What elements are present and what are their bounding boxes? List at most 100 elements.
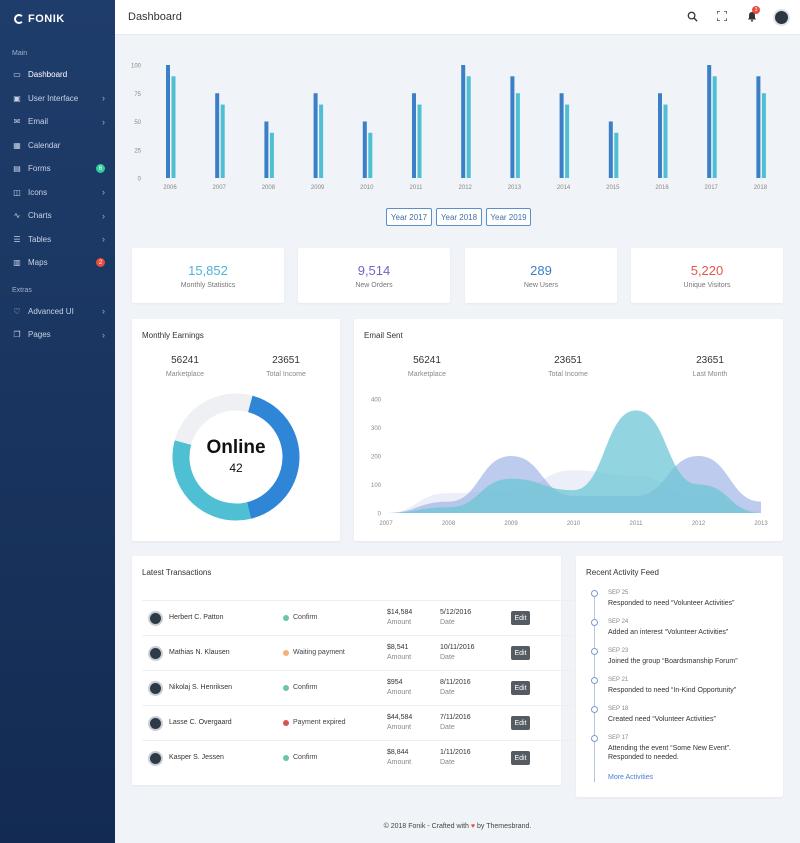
year-button-0[interactable]: Year 2017 bbox=[386, 208, 432, 226]
notification-badge: 3 bbox=[752, 5, 760, 14]
status-dot-icon bbox=[283, 754, 289, 761]
status-text: Confirm bbox=[293, 684, 318, 691]
bar-chart-svg: 0 25 50 75 100 2006 2007 2008 2009 2010 2011 2012 20… bbox=[131, 64, 768, 192]
bar-2015-s0 bbox=[608, 121, 613, 178]
area-y-tick: 0 bbox=[378, 512, 382, 518]
chevron-right-icon: › bbox=[102, 187, 105, 198]
status-badge: Waiting payment bbox=[283, 649, 345, 656]
avatar bbox=[148, 716, 163, 731]
bar-2010-s0 bbox=[362, 121, 367, 178]
donut-chart bbox=[172, 393, 300, 521]
area-y-tick: 100 bbox=[371, 483, 382, 489]
area-y-tick: 400 bbox=[371, 398, 382, 404]
search-icon[interactable] bbox=[677, 11, 707, 25]
area-chart: 0 100 200 300 400 2007 2008 2009 2010 2011 2012 201… bbox=[371, 398, 768, 528]
area-x-tick: 2008 bbox=[442, 521, 456, 527]
bar-2009-s0 bbox=[313, 93, 318, 178]
list-item: SEP 18 Created need “Volunteer Activities… bbox=[608, 705, 768, 724]
status-text: Confirm bbox=[293, 754, 318, 761]
user-avatar[interactable] bbox=[773, 9, 790, 26]
amount-value: $954 bbox=[387, 679, 403, 686]
sidebar: FONIK Main ▭ Dashboard ▣ User Interface › ✉ Em… bbox=[0, 0, 115, 843]
email-sent-card: Email Sent 56241 Marketplace 23651 Total… bbox=[354, 319, 783, 541]
fullscreen-icon[interactable] bbox=[707, 10, 737, 24]
edit-button[interactable]: Edit bbox=[511, 681, 530, 695]
sidebar-item-dashboard[interactable]: ▭ Dashboard bbox=[0, 63, 115, 87]
sidebar-item-tables[interactable]: ☰ Tables › bbox=[0, 228, 115, 252]
date-label: Date bbox=[440, 689, 455, 696]
sidebar-item-advanced-ui[interactable]: ♡ Advanced UI › bbox=[0, 300, 115, 324]
activity-text: Responded to need “In-Kind Opportunity” bbox=[608, 686, 737, 694]
document-icon: ▤ bbox=[13, 164, 21, 174]
sidebar-item-label: Advanced UI bbox=[28, 306, 74, 316]
map-icon: ▥ bbox=[13, 258, 21, 268]
bar-2010-s1 bbox=[368, 132, 373, 178]
edit-button[interactable]: Edit bbox=[511, 611, 530, 625]
stat-label: Unique Visitors bbox=[683, 282, 731, 289]
bar-y-tick: 50 bbox=[134, 120, 141, 126]
amount-label: Amount bbox=[387, 689, 412, 696]
heart-icon: ♥ bbox=[470, 823, 476, 830]
sidebar-item-icons[interactable]: ◫ Icons › bbox=[0, 181, 115, 205]
email-lastmonth-label: Last Month bbox=[692, 371, 728, 378]
sidebar-item-label: Charts bbox=[28, 211, 52, 221]
timeline-dot-icon bbox=[591, 706, 598, 713]
monthly-earnings-title: Monthly Earnings bbox=[142, 331, 204, 340]
sidebar-item-forms[interactable]: ▤ Forms 6 bbox=[0, 157, 115, 181]
sidebar-item-charts[interactable]: ∿ Charts › bbox=[0, 204, 115, 228]
year-button-1[interactable]: Year 2018 bbox=[436, 208, 482, 226]
stat-card: 15,852 Monthly Statistics bbox=[132, 248, 284, 303]
page-title: Dashboard bbox=[128, 11, 182, 23]
date-label: Date bbox=[440, 759, 455, 766]
table-row: Herbert C. Patton Confirm $14,584 Amount 5/1… bbox=[142, 600, 684, 635]
year-button-2[interactable]: Year 2019 bbox=[486, 208, 531, 226]
bar-2018-s1 bbox=[761, 93, 766, 178]
amount-label: Amount bbox=[387, 724, 412, 731]
edit-button[interactable]: Edit bbox=[511, 751, 530, 765]
status-badge: Confirm bbox=[283, 684, 318, 691]
edit-button[interactable]: Edit bbox=[511, 646, 530, 660]
income-label: Total Income bbox=[266, 371, 306, 378]
footer-text-pre: © 2018 Fonik - Crafted with bbox=[383, 823, 469, 830]
activity-date: SEP 25 bbox=[608, 590, 629, 596]
sidebar-item-label: Maps bbox=[28, 258, 48, 268]
more-activities-link[interactable]: More Activities bbox=[608, 774, 654, 781]
income-value: 23651 bbox=[272, 355, 300, 366]
bell-icon[interactable]: 3 bbox=[737, 5, 767, 25]
marketplace-label: Marketplace bbox=[165, 371, 205, 378]
date-value: 10/11/2016 bbox=[440, 644, 475, 651]
mail-icon: ✉ bbox=[13, 117, 21, 127]
bar-2008-s0 bbox=[264, 121, 269, 178]
edit-button[interactable]: Edit bbox=[511, 716, 530, 730]
menu-section-main: Main bbox=[12, 50, 28, 57]
transaction-name: Nikolaj S. Henriksen bbox=[169, 684, 233, 691]
stat-value: 289 bbox=[530, 263, 552, 278]
bar-2006-s1 bbox=[171, 76, 176, 178]
sidebar-item-email[interactable]: ✉ Email › bbox=[0, 110, 115, 134]
amount-label: Amount bbox=[387, 619, 412, 626]
stat-label: New Users bbox=[523, 282, 559, 289]
sidebar-item-user-interface[interactable]: ▣ User Interface › bbox=[0, 87, 115, 111]
transaction-name: Mathias N. Klausen bbox=[169, 649, 230, 656]
email-lastmonth-value: 23651 bbox=[696, 355, 724, 366]
area-x-tick: 2013 bbox=[754, 521, 768, 527]
sidebar-item-pages[interactable]: ❐ Pages › bbox=[0, 323, 115, 347]
area-x-tick: 2007 bbox=[379, 521, 393, 527]
area-x-tick: 2009 bbox=[504, 521, 518, 527]
list-item: SEP 25 Responded to need “Volunteer Activ… bbox=[608, 589, 768, 608]
bar-x-tick: 2011 bbox=[410, 185, 424, 191]
chevron-right-icon: › bbox=[102, 234, 105, 245]
avatar bbox=[148, 611, 163, 626]
area-series-2 bbox=[386, 410, 761, 513]
status-text: Waiting payment bbox=[293, 649, 345, 656]
sidebar-item-calendar[interactable]: ▦ Calendar bbox=[0, 134, 115, 158]
list-item: SEP 24 Added an interest “Volunteer Activ… bbox=[608, 618, 768, 637]
stat-label: Monthly Statistics bbox=[180, 282, 236, 289]
stat-card: 289 New Users bbox=[465, 248, 617, 303]
avatar bbox=[148, 751, 163, 766]
bar-2009-s1 bbox=[319, 104, 324, 178]
sidebar-item-maps[interactable]: ▥ Maps 2 bbox=[0, 251, 115, 275]
activity-text: Created need “Volunteer Activities” bbox=[608, 715, 716, 723]
logo[interactable]: FONIK bbox=[0, 0, 115, 38]
amount-cell: $954 Amount bbox=[387, 678, 411, 698]
